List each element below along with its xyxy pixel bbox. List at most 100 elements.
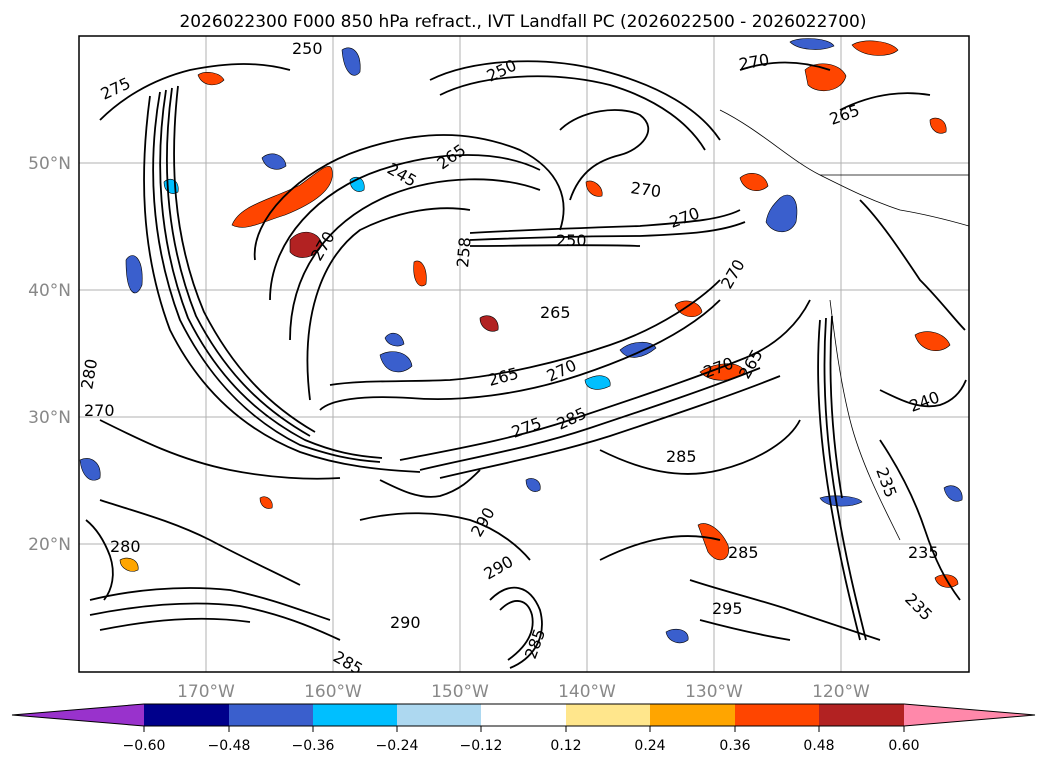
contour-line: [99, 63, 291, 121]
colorbar-tick-label: −0.12: [460, 738, 503, 754]
patch-negative: [384, 332, 405, 347]
map-background: [79, 36, 969, 672]
contour-line: [89, 587, 331, 621]
contour-lines: [85, 60, 967, 669]
contour-label: 280: [77, 357, 101, 390]
contour-line: [689, 579, 881, 641]
contour-line: [499, 600, 534, 661]
contour-line: [173, 85, 316, 433]
contour-line: [359, 512, 531, 561]
coastlines: [719, 109, 969, 541]
colorbar-tick-label: 0.24: [634, 738, 665, 754]
colorbar-extend-low: [12, 704, 144, 726]
patch-negative: [379, 351, 413, 373]
contour-line: [469, 209, 741, 234]
contour-line: [817, 319, 861, 641]
contour-line: [439, 375, 781, 479]
contour-line: [99, 499, 301, 586]
contour-line: [306, 207, 471, 401]
contour-label: 250: [556, 231, 587, 250]
contour-label: 235: [908, 543, 939, 562]
contour-line: [489, 586, 543, 669]
contour-line: [439, 75, 706, 151]
colorbar-segment: [481, 704, 566, 726]
patch-negative: [943, 485, 963, 502]
lon-label-170w: 170°W: [177, 682, 235, 702]
lon-label-150w: 150°W: [431, 682, 489, 702]
lat-label-20n: 20°N: [28, 535, 71, 555]
colorbar-tick-label: 0.60: [888, 738, 919, 754]
lon-label-120w: 120°W: [812, 682, 870, 702]
contour-line: [399, 299, 811, 461]
contour-line: [159, 89, 383, 459]
latitude-labels: 50°N 40°N 30°N 20°N: [28, 154, 71, 555]
patch-positive: [585, 180, 603, 197]
figure-title: 2026022300 F000 850 hPa refract., IVT La…: [179, 12, 866, 32]
contour-line: [85, 519, 114, 601]
contour-line: [99, 617, 251, 631]
lat-label-40n: 40°N: [28, 281, 71, 301]
contour-line: [599, 535, 721, 561]
lon-label-130w: 130°W: [685, 682, 743, 702]
contour-label: 270: [629, 178, 662, 201]
contour-line: [823, 317, 867, 641]
contour-line: [289, 178, 541, 341]
contour-line: [859, 199, 966, 331]
lat-label-50n: 50°N: [28, 154, 71, 174]
patch-positive: [851, 40, 899, 56]
contour-line: [419, 367, 761, 471]
contour-line: [469, 244, 641, 247]
colorbar-segment: [313, 704, 397, 726]
colorbar: −0.60 −0.48 −0.36 −0.24 −0.12 0.12 0.24 …: [11, 703, 1036, 754]
colorbar-tick-label: 0.12: [550, 738, 581, 754]
contour-label: 280: [110, 537, 141, 556]
contour-label: 258: [453, 236, 475, 268]
longitude-labels: 170°W 160°W 150°W 140°W 130°W 120°W: [177, 682, 870, 702]
colorbar-extend-high: [904, 704, 1035, 726]
patch-negative: [584, 375, 611, 390]
contour-line: [329, 279, 721, 386]
patch-positive: [699, 363, 746, 381]
colorbar-tick-label: −0.48: [208, 738, 251, 754]
colorbar-segment: [650, 704, 735, 726]
patch-positive: [914, 331, 951, 352]
patch-negative: [665, 628, 689, 644]
map-panel: 250 275 270 265 250 245 265 270 270 265 …: [28, 35, 970, 702]
contour-label: 295: [712, 599, 743, 618]
colorbar-tick-labels: −0.60 −0.48 −0.36 −0.24 −0.12 0.12 0.24 …: [123, 738, 920, 754]
contour-label: 285: [728, 543, 759, 562]
colorbar-segment: [229, 704, 313, 726]
colorbar-segment: [566, 704, 650, 726]
contour-line: [143, 95, 421, 473]
contour-line: [379, 469, 481, 498]
colorbar-ticks: [143, 726, 905, 732]
contour-label: 285: [666, 447, 697, 466]
patch-positive: [259, 496, 273, 509]
lat-label-30n: 30°N: [28, 408, 71, 428]
colorbar-segment: [397, 704, 481, 726]
shading-patches: [79, 38, 963, 644]
patch-negative: [79, 458, 101, 481]
contour-label: 265: [540, 303, 571, 322]
map-frame: [78, 35, 970, 673]
patch-positive: [739, 173, 769, 191]
patch-positive: [197, 71, 225, 86]
colorbar-segment: [819, 704, 904, 726]
patch-negative: [765, 194, 798, 233]
contour-line: [319, 299, 721, 411]
contour-line: [699, 619, 791, 641]
contour-line: [839, 92, 931, 111]
contour-line: [739, 61, 831, 71]
contour-line: [89, 602, 341, 641]
patch-positive: [479, 315, 499, 332]
contour-line: [269, 154, 541, 301]
contour-line: [99, 419, 341, 480]
contour-line: [879, 439, 961, 601]
colorbar-segment: [144, 704, 229, 726]
contour-line: [165, 87, 311, 437]
patch-positive: [804, 63, 847, 92]
patch-positive: [413, 260, 427, 287]
colorbar-tick-label: 0.36: [719, 738, 750, 754]
lon-label-140w: 140°W: [558, 682, 616, 702]
